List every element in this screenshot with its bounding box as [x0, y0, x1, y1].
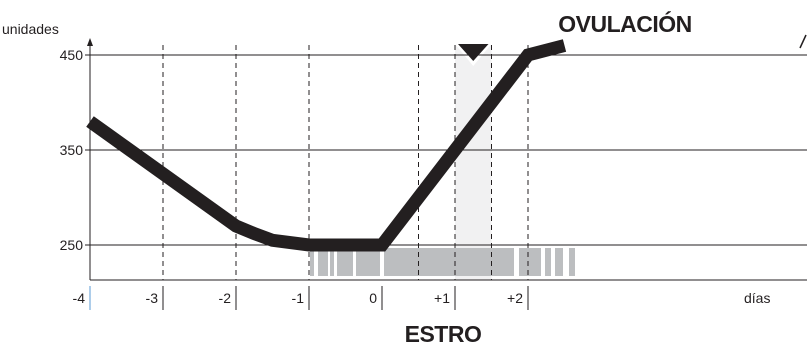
- ovulation-band: [455, 45, 492, 280]
- x-axis-label: días: [744, 290, 770, 306]
- ovulation-marker: [458, 44, 489, 61]
- estrus-bar: [337, 248, 353, 276]
- estrus-bar: [310, 248, 314, 276]
- estrus-bar: [569, 248, 575, 276]
- estrus-bar: [330, 248, 334, 276]
- x-tick-label: +1: [434, 290, 450, 306]
- y-tick-label: 250: [60, 237, 84, 253]
- estrus-bar: [555, 248, 563, 276]
- data-line: [86, 39, 567, 252]
- estrus-bar: [545, 248, 551, 276]
- y-axis-arrow: [87, 38, 93, 46]
- estrus-bar: [519, 248, 541, 276]
- y-tick-label: 450: [60, 47, 84, 63]
- x-tick-label: -1: [292, 290, 305, 306]
- y-axis-label: unidades: [2, 21, 59, 37]
- y-tick-label: 350: [60, 142, 84, 158]
- estrus-bar: [356, 248, 380, 276]
- x-tick-label: -2: [219, 290, 232, 306]
- x-tick-label: 0: [369, 290, 377, 306]
- estrus-bar: [384, 248, 514, 276]
- estrus-label: ESTRO: [405, 321, 482, 347]
- ovulation-label: OVULACIÓN: [558, 10, 692, 37]
- x-tick-label: -4: [73, 290, 86, 306]
- estrus-bar: [318, 248, 328, 276]
- x-tick-label: -3: [146, 290, 159, 306]
- x-tick-label: +2: [507, 290, 523, 306]
- curve-end-arrow: [799, 34, 807, 49]
